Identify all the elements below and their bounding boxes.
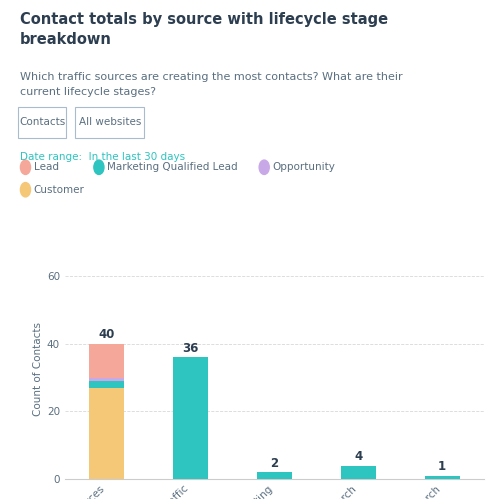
Y-axis label: Count of Contacts: Count of Contacts <box>33 322 43 416</box>
FancyBboxPatch shape <box>75 106 144 138</box>
Text: 2: 2 <box>270 457 278 470</box>
Bar <box>173 357 208 479</box>
Bar <box>341 466 376 479</box>
Ellipse shape <box>20 183 30 197</box>
FancyBboxPatch shape <box>18 106 66 138</box>
Text: 36: 36 <box>183 342 199 355</box>
Text: Opportunity: Opportunity <box>272 162 335 172</box>
Text: 4: 4 <box>354 450 362 463</box>
Bar <box>89 344 124 378</box>
Ellipse shape <box>94 160 104 175</box>
Text: Marketing Qualified Lead: Marketing Qualified Lead <box>107 162 238 172</box>
Ellipse shape <box>20 160 30 175</box>
Text: Lead: Lead <box>34 162 59 172</box>
Text: Contact totals by source with lifecycle stage
breakdown: Contact totals by source with lifecycle … <box>20 12 388 47</box>
Bar <box>89 378 124 381</box>
Text: 40: 40 <box>99 328 115 341</box>
Text: Contacts: Contacts <box>19 117 65 127</box>
Ellipse shape <box>259 160 269 175</box>
Bar <box>257 472 292 479</box>
Text: Customer: Customer <box>34 185 85 195</box>
Text: All websites: All websites <box>79 117 141 127</box>
Text: Date range:  In the last 30 days: Date range: In the last 30 days <box>20 152 185 162</box>
Bar <box>425 476 460 479</box>
Text: current lifecycle stages?: current lifecycle stages? <box>20 87 156 97</box>
Bar <box>89 388 124 479</box>
Text: Which traffic sources are creating the most contacts? What are their: Which traffic sources are creating the m… <box>20 72 403 82</box>
Bar <box>89 381 124 388</box>
Text: 1: 1 <box>438 460 446 473</box>
